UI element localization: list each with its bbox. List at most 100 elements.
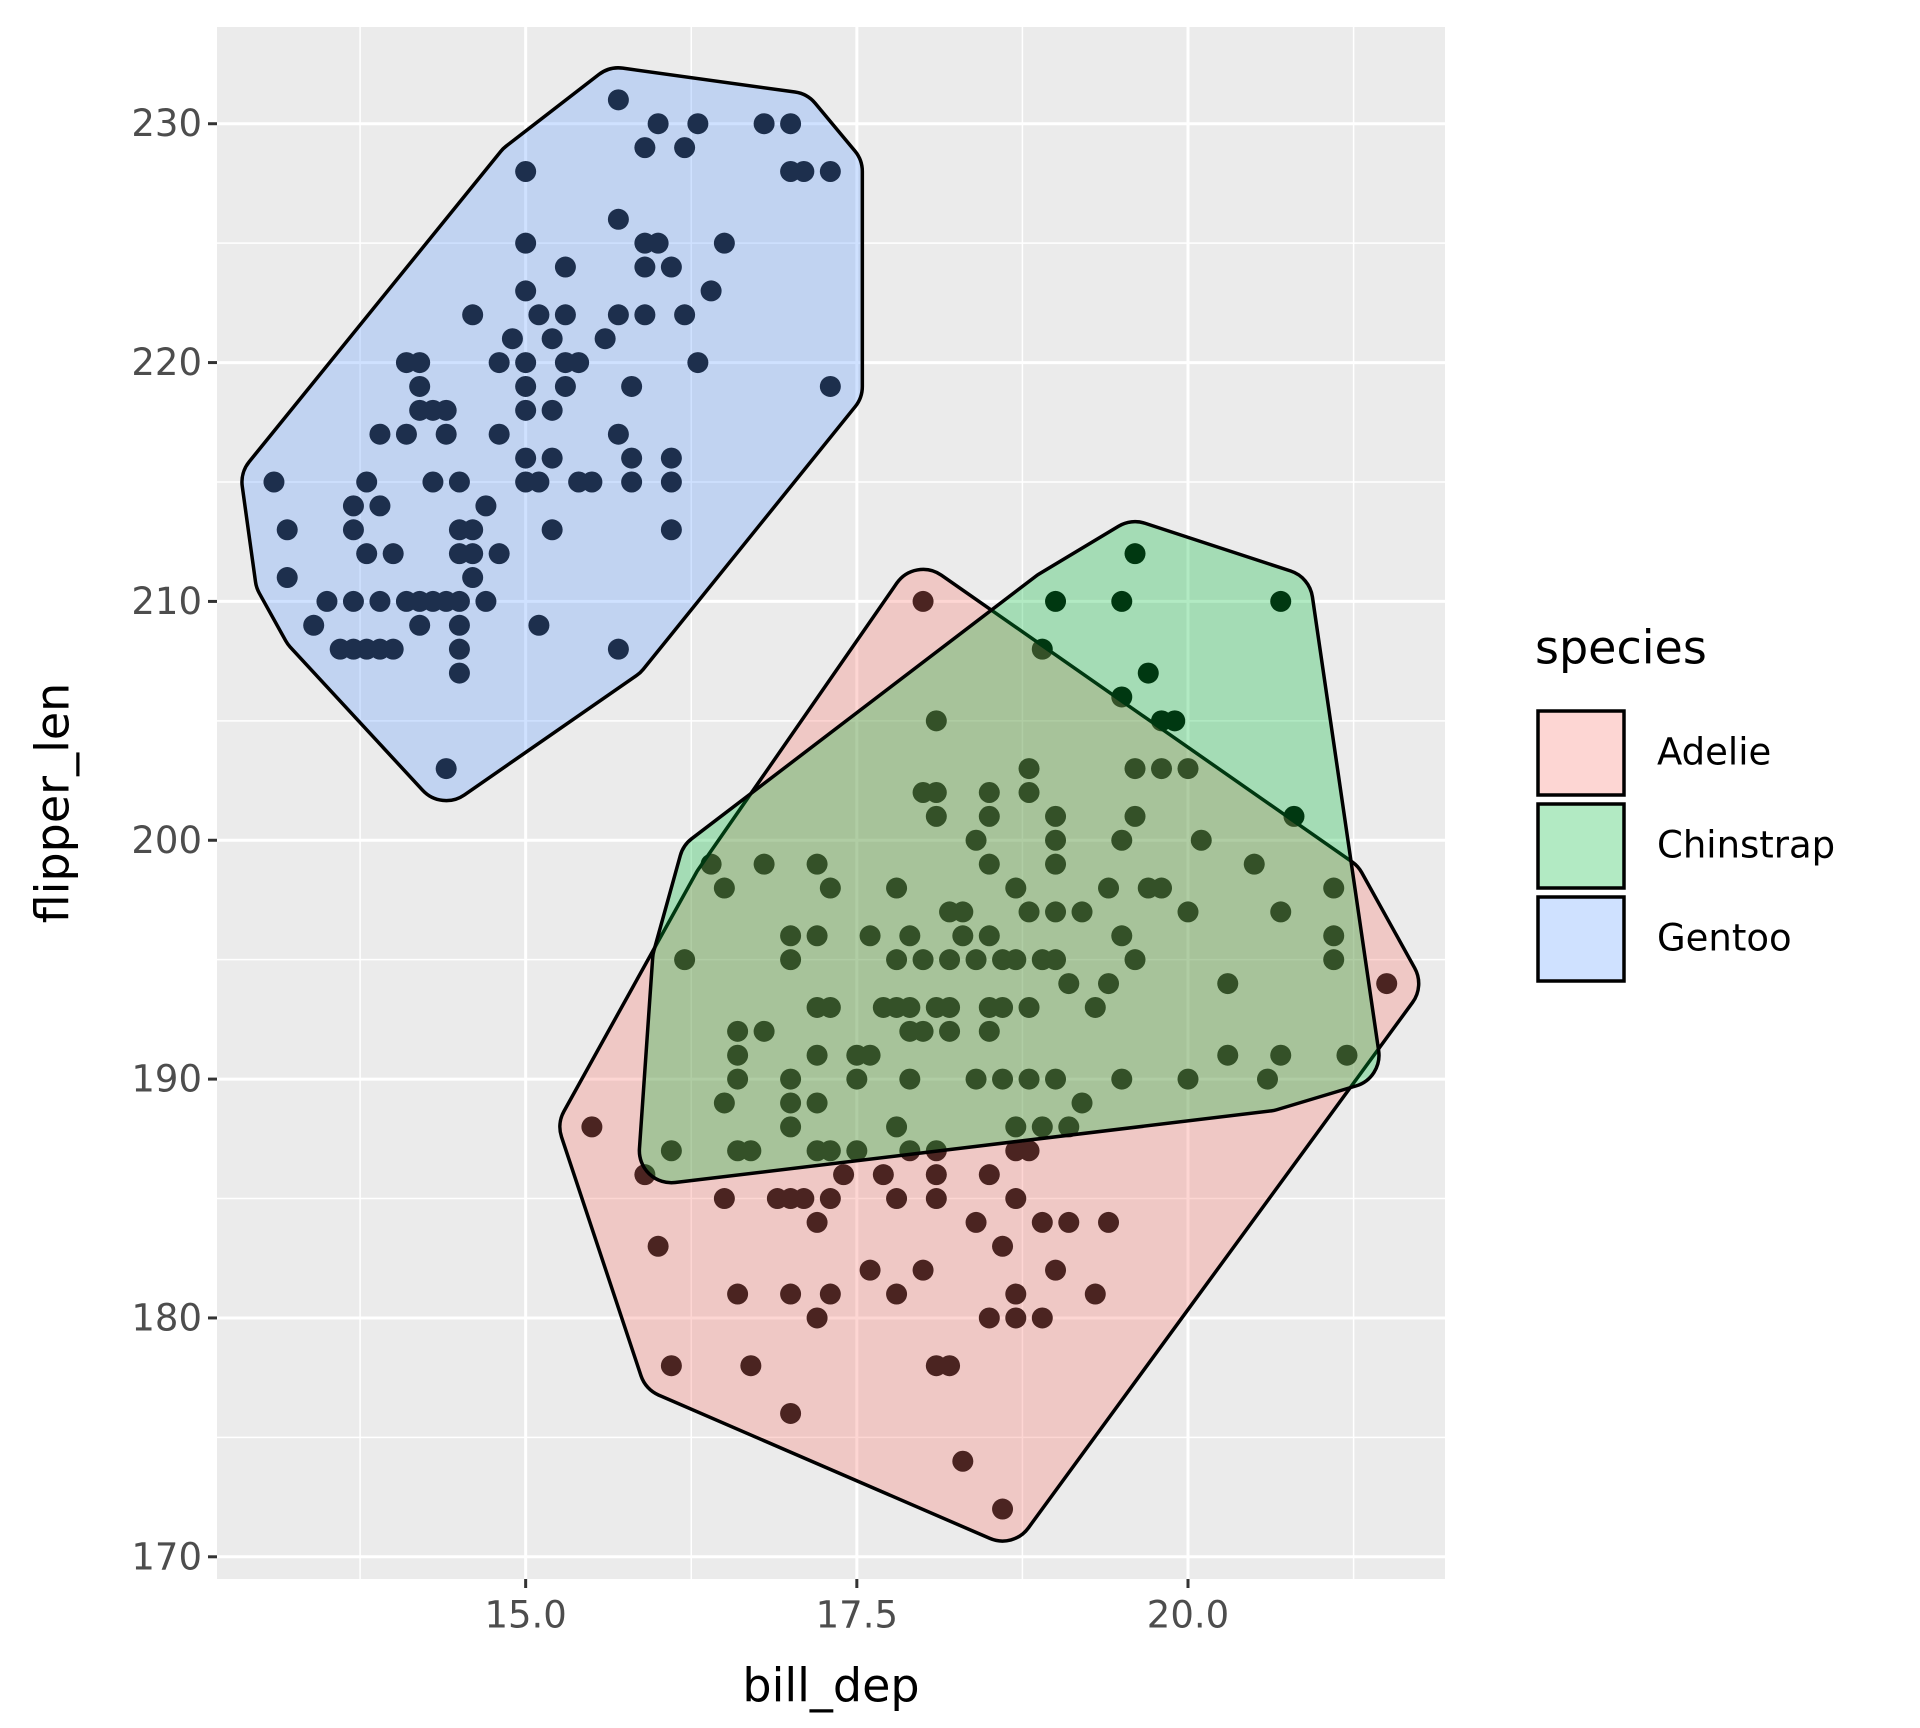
point — [1177, 758, 1199, 780]
point — [554, 304, 576, 326]
point — [515, 232, 537, 254]
y-tick-label: 230 — [131, 102, 202, 145]
point — [859, 1259, 881, 1281]
x-tick-label: 15.0 — [484, 1594, 566, 1637]
point — [939, 901, 961, 923]
point — [740, 1140, 762, 1162]
y-axis-title: flipper_len — [26, 683, 80, 924]
point — [965, 1068, 987, 1090]
point — [1098, 1211, 1120, 1233]
point — [1058, 1211, 1080, 1233]
point — [660, 256, 682, 278]
point — [488, 423, 510, 445]
y-tick-label: 210 — [131, 580, 202, 623]
point — [1005, 1188, 1027, 1210]
point — [1031, 949, 1053, 971]
point — [978, 1164, 1000, 1186]
point — [872, 1164, 894, 1186]
point — [409, 375, 431, 397]
point — [992, 1068, 1014, 1090]
point — [952, 925, 974, 947]
point — [753, 1020, 775, 1042]
point — [978, 925, 1000, 947]
point — [1071, 1092, 1093, 1114]
point — [395, 423, 417, 445]
point — [1124, 758, 1146, 780]
point — [528, 304, 550, 326]
y-tick-label: 190 — [131, 1058, 202, 1101]
point — [819, 1188, 841, 1210]
point — [435, 758, 457, 780]
point — [886, 1283, 908, 1305]
point — [634, 304, 656, 326]
point — [780, 925, 802, 947]
point — [939, 1355, 961, 1377]
point — [740, 1355, 762, 1377]
legend-key — [1536, 802, 1626, 890]
axes: 15.0 17.5 20.0 170 180 190 200 210 220 230 — [131, 102, 1229, 1636]
point — [886, 1188, 908, 1210]
point — [1005, 1283, 1027, 1305]
y-tick-label: 220 — [131, 341, 202, 384]
x-axis-title: bill_dep — [742, 1659, 919, 1713]
legend-key-bg — [1538, 897, 1624, 981]
point — [713, 877, 735, 899]
point — [316, 590, 338, 612]
point — [833, 1164, 855, 1186]
point — [607, 89, 629, 111]
hull — [558, 567, 1421, 1543]
point — [647, 1235, 669, 1257]
point — [409, 352, 431, 374]
point — [515, 352, 537, 374]
legend-key — [1536, 709, 1626, 797]
point — [1058, 1116, 1080, 1138]
point — [1084, 996, 1106, 1018]
point — [1018, 996, 1040, 1018]
point — [382, 543, 404, 565]
point — [1177, 1068, 1199, 1090]
point — [899, 925, 921, 947]
x-tick-label: 17.5 — [816, 1594, 898, 1637]
point — [1124, 543, 1146, 565]
point — [1045, 901, 1067, 923]
point — [713, 1092, 735, 1114]
point — [541, 519, 563, 541]
point — [475, 495, 497, 517]
point — [713, 1188, 735, 1210]
point — [780, 949, 802, 971]
point — [819, 996, 841, 1018]
point — [912, 590, 934, 612]
point — [581, 1116, 603, 1138]
legend: species Adelie Chinstrap Gentoo — [1535, 621, 1835, 983]
point — [515, 399, 537, 421]
point — [660, 1140, 682, 1162]
point — [488, 352, 510, 374]
point — [1270, 590, 1292, 612]
point — [1031, 1211, 1053, 1233]
point — [978, 781, 1000, 803]
hulls — [240, 66, 1421, 1543]
point — [965, 1211, 987, 1233]
hull — [240, 66, 865, 803]
point — [1376, 973, 1398, 995]
point — [939, 996, 961, 1018]
point — [859, 925, 881, 947]
point — [1045, 1259, 1067, 1281]
point — [1058, 973, 1080, 995]
point — [965, 829, 987, 851]
point — [1217, 973, 1239, 995]
legend-label: Chinstrap — [1657, 824, 1835, 867]
point — [634, 1164, 656, 1186]
point — [1177, 901, 1199, 923]
point — [753, 853, 775, 875]
point — [925, 781, 947, 803]
hull — [637, 519, 1381, 1185]
point — [1018, 1140, 1040, 1162]
point — [978, 1020, 1000, 1042]
point — [647, 113, 669, 135]
point — [1217, 1044, 1239, 1066]
point — [700, 280, 722, 302]
point — [1045, 853, 1067, 875]
point — [899, 996, 921, 1018]
